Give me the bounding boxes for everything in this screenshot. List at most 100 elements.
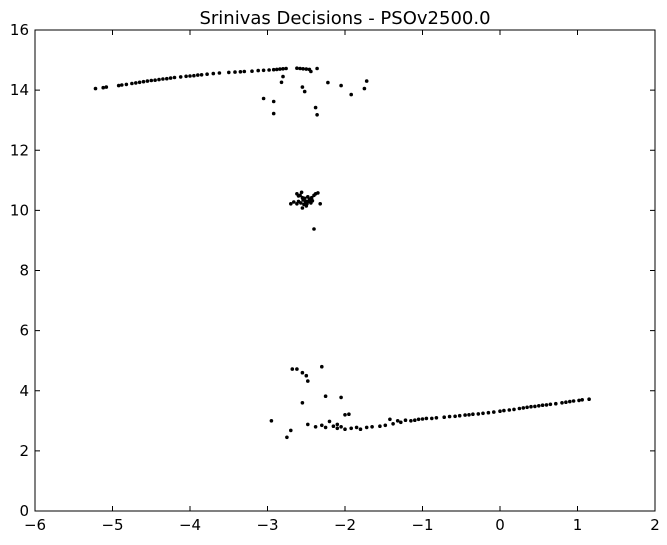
data-point bbox=[339, 83, 343, 88]
data-point bbox=[168, 76, 173, 80]
data-point bbox=[289, 428, 293, 433]
y-tick-label: 16 bbox=[10, 21, 29, 39]
y-tick-label: 0 bbox=[19, 502, 29, 520]
data-point bbox=[471, 412, 475, 417]
data-point bbox=[335, 426, 340, 431]
data-point bbox=[153, 78, 157, 82]
data-point bbox=[295, 66, 299, 70]
plot-background bbox=[35, 30, 655, 511]
data-point bbox=[298, 66, 302, 71]
data-point bbox=[486, 410, 491, 415]
data-point bbox=[172, 75, 177, 80]
data-point bbox=[383, 423, 388, 428]
data-point bbox=[157, 77, 161, 82]
y-tick-label: 8 bbox=[19, 262, 29, 280]
data-point bbox=[312, 227, 316, 231]
y-tick-label: 10 bbox=[10, 201, 29, 219]
data-point bbox=[349, 426, 354, 431]
data-point bbox=[434, 416, 439, 420]
data-point bbox=[301, 67, 305, 71]
data-point bbox=[457, 413, 462, 418]
data-point bbox=[388, 417, 392, 422]
data-point bbox=[238, 70, 243, 74]
data-point bbox=[267, 68, 271, 72]
x-tick-label: 1 bbox=[573, 516, 583, 534]
data-point bbox=[323, 425, 328, 430]
data-point bbox=[476, 412, 481, 416]
data-point bbox=[306, 422, 310, 427]
data-point bbox=[271, 67, 276, 72]
y-tick-label: 4 bbox=[19, 382, 29, 400]
data-point bbox=[517, 406, 522, 411]
data-point bbox=[354, 425, 359, 430]
data-point bbox=[587, 397, 591, 402]
data-point bbox=[548, 402, 553, 407]
data-point bbox=[104, 85, 109, 89]
data-point bbox=[141, 79, 146, 84]
data-point bbox=[580, 398, 584, 402]
data-point bbox=[409, 419, 413, 423]
y-tick-labels: 0 2 4 6 8 10 12 14 16 bbox=[10, 21, 29, 520]
data-point bbox=[205, 72, 209, 76]
data-point bbox=[261, 96, 266, 101]
data-point bbox=[521, 406, 526, 410]
y-tick-label: 14 bbox=[10, 81, 29, 99]
data-point bbox=[326, 80, 330, 85]
data-point bbox=[217, 71, 222, 75]
data-point bbox=[298, 193, 302, 198]
y-tick-label: 6 bbox=[19, 322, 29, 340]
data-point bbox=[227, 70, 231, 75]
data-point bbox=[560, 401, 564, 405]
data-point bbox=[512, 407, 516, 412]
data-point bbox=[564, 400, 568, 405]
data-point bbox=[295, 202, 299, 206]
data-point bbox=[261, 68, 266, 73]
data-point bbox=[395, 419, 400, 423]
data-point bbox=[295, 367, 299, 371]
x-tick-label: 2 bbox=[650, 516, 660, 534]
data-point bbox=[413, 418, 417, 423]
data-point bbox=[364, 425, 369, 430]
data-point bbox=[318, 202, 323, 206]
data-point bbox=[362, 86, 367, 91]
data-point bbox=[275, 67, 279, 72]
data-point bbox=[529, 404, 533, 409]
data-point bbox=[335, 422, 340, 427]
data-point bbox=[316, 191, 320, 195]
data-point bbox=[554, 401, 558, 406]
data-point bbox=[290, 367, 295, 371]
data-point bbox=[304, 67, 309, 71]
x-tick-label: −1 bbox=[411, 516, 433, 534]
data-points bbox=[93, 66, 591, 440]
x-tick-label: −5 bbox=[101, 516, 123, 534]
data-point bbox=[327, 419, 332, 424]
data-point bbox=[134, 81, 138, 85]
data-point bbox=[302, 196, 307, 201]
data-point bbox=[137, 80, 142, 85]
data-point bbox=[403, 418, 408, 423]
data-point bbox=[481, 411, 485, 416]
data-point bbox=[313, 425, 318, 429]
data-point bbox=[349, 92, 354, 97]
data-point bbox=[320, 364, 324, 369]
data-point bbox=[271, 99, 276, 104]
data-point bbox=[323, 394, 328, 399]
data-point bbox=[300, 401, 305, 405]
x-tick-labels: −6 −5 −4 −3 −2 −1 0 1 2 bbox=[24, 516, 660, 534]
data-point bbox=[339, 395, 343, 400]
x-tick-label: −3 bbox=[256, 516, 278, 534]
data-point bbox=[533, 404, 537, 409]
x-tick-label: 0 bbox=[495, 516, 505, 534]
x-tick-label: −2 bbox=[334, 516, 356, 534]
data-point bbox=[165, 76, 169, 81]
data-point bbox=[525, 405, 529, 410]
x-tick-label: −4 bbox=[179, 516, 201, 534]
data-point bbox=[196, 73, 200, 77]
data-point bbox=[315, 113, 319, 117]
data-point bbox=[540, 403, 545, 408]
data-point bbox=[463, 413, 467, 417]
data-point bbox=[120, 83, 124, 87]
data-point bbox=[285, 435, 289, 440]
data-point bbox=[309, 195, 314, 200]
